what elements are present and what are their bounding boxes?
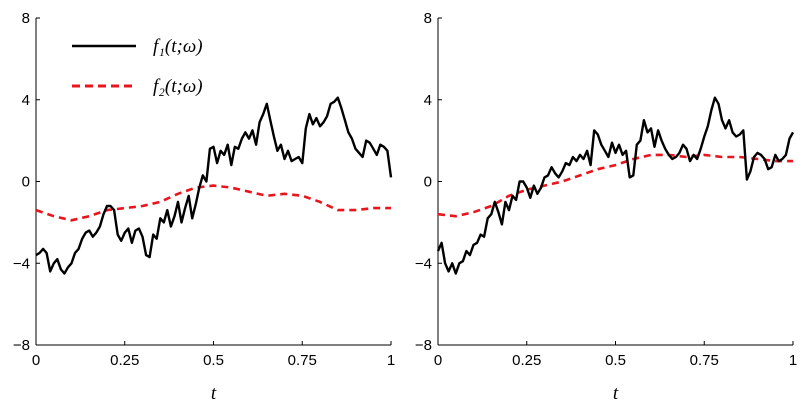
x-tick-label: 0 [434,352,442,369]
y-tick-label: 4 [22,92,30,109]
y-tick-label: 8 [22,10,30,27]
chart-panel-right: −8 −4 0 4 8 0 0.25 0.5 0.75 1 t [415,10,797,404]
x-tick-label: 1 [387,352,395,369]
legend-label-2: f₂(t;ω) [153,76,203,97]
x-tick-label: 0.75 [288,352,317,369]
y-tick-label: −4 [13,255,30,272]
y-tick-label: 4 [424,92,432,109]
y-tick-label: 8 [424,10,432,27]
legend-label-1: f₁(t;ω) [153,36,203,57]
y-tick-label: −8 [415,337,432,354]
series-f2-line-right [437,153,793,218]
x-tick-label: 1 [789,352,797,369]
series-f1-line-left [35,96,393,275]
x-axis-label: t [613,383,619,404]
legend: f₁(t;ω) f₂(t;ω) [72,36,203,97]
x-axis-label: t [211,383,217,404]
y-tick-label: 0 [424,174,432,191]
x-tick-label: 0 [32,352,40,369]
y-tick-label: −4 [415,255,432,272]
chart-panel-left: −8 −4 0 4 8 0 0.25 0.5 0.75 1 t f₁(t;ω) f₂(t;ω) [13,10,395,404]
x-tick-label: 0.75 [690,352,719,369]
y-tick-label: 0 [22,174,30,191]
x-tick-label: 0.25 [512,352,541,369]
series-f1-line-right [436,96,795,275]
x-tick-label: 0.5 [203,352,224,369]
y-tick-label: −8 [13,337,30,354]
x-tick-label: 0.5 [605,352,626,369]
series-f2-line-left [35,184,391,222]
x-tick-label: 0.25 [110,352,139,369]
